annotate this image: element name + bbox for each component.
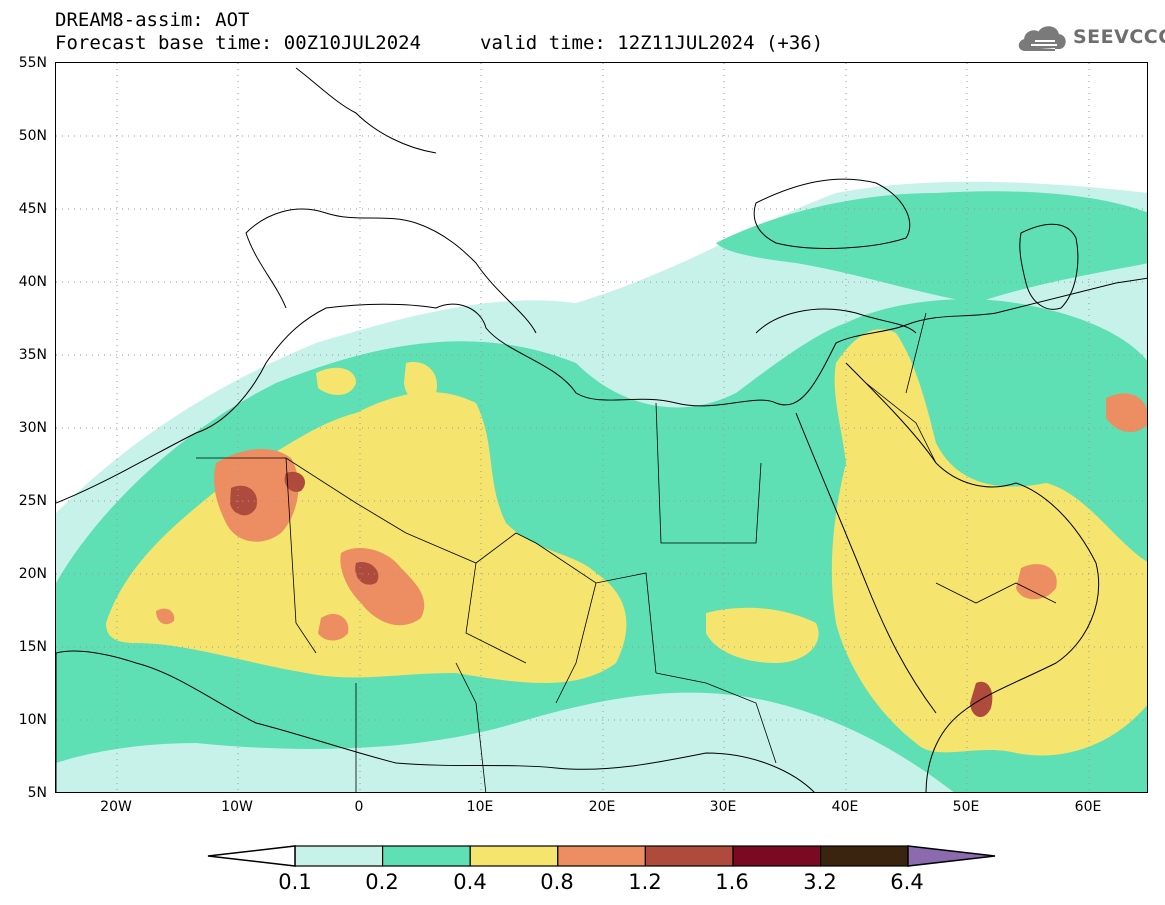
lon-label-20w: 20W bbox=[100, 799, 132, 815]
colorbar-box-1 bbox=[382, 845, 471, 867]
lon-label-40e: 40E bbox=[831, 799, 859, 815]
colorbar-box-5 bbox=[732, 845, 822, 867]
colorbar-label-2: 0.4 bbox=[453, 870, 487, 894]
colorbar-box-2 bbox=[469, 845, 559, 867]
colorbar-left-arrow bbox=[207, 845, 296, 867]
lat-label-10n: 10N bbox=[18, 712, 47, 728]
lon-label-20e: 20E bbox=[588, 799, 616, 815]
cloud-icon bbox=[1018, 26, 1066, 51]
aot-map bbox=[55, 62, 1148, 793]
lat-label-50n: 50N bbox=[18, 128, 47, 144]
lat-label-25n: 25N bbox=[18, 493, 47, 509]
logo-text: SEEVCCC bbox=[1073, 26, 1165, 48]
graticule bbox=[56, 63, 1147, 792]
country-borders bbox=[196, 312, 1057, 792]
lat-label-30n: 30N bbox=[18, 420, 47, 436]
colorbar-label-0: 0.1 bbox=[278, 870, 312, 894]
lon-label-0: 0 bbox=[354, 799, 364, 815]
lat-label-55n: 55N bbox=[18, 55, 47, 71]
map-title: DREAM8-assim: AOT bbox=[55, 9, 250, 31]
lon-label-10w: 10W bbox=[221, 799, 253, 815]
colorbar-label-3: 0.8 bbox=[540, 870, 574, 894]
lat-label-20n: 20N bbox=[18, 566, 47, 582]
colorbar-label-5: 1.6 bbox=[715, 870, 749, 894]
colorbar-box-0 bbox=[294, 845, 384, 867]
lon-label-60e: 60E bbox=[1074, 799, 1102, 815]
forecast-base-time: Forecast base time: 00Z10JUL2024 bbox=[55, 32, 422, 54]
lon-label-10e: 10E bbox=[466, 799, 494, 815]
colorbar-right-arrow bbox=[907, 845, 996, 867]
lat-label-5n: 5N bbox=[27, 785, 47, 801]
colorbar-label-6: 3.2 bbox=[803, 870, 837, 894]
colorbar-box-6 bbox=[819, 845, 909, 867]
colorbar-box-3 bbox=[557, 845, 646, 867]
coastlines bbox=[56, 67, 1147, 792]
lat-label-40n: 40N bbox=[18, 274, 47, 290]
seevccc-logo: SEEVCCC bbox=[1017, 22, 1165, 56]
aot-field-0.4 bbox=[106, 329, 1147, 756]
colorbar-label-7: 6.4 bbox=[890, 870, 924, 894]
lat-label-15n: 15N bbox=[18, 639, 47, 655]
colorbar-label-4: 1.2 bbox=[628, 870, 662, 894]
lon-label-30e: 30E bbox=[709, 799, 737, 815]
lat-label-45n: 45N bbox=[18, 201, 47, 217]
valid-time: valid time: 12Z11JUL2024 (+36) bbox=[480, 32, 824, 54]
colorbar-box-4 bbox=[644, 845, 734, 867]
aot-map-canvas bbox=[56, 63, 1147, 792]
colorbar bbox=[207, 845, 996, 867]
lat-label-35n: 35N bbox=[18, 347, 47, 363]
lon-label-50e: 50E bbox=[952, 799, 980, 815]
colorbar-label-1: 0.2 bbox=[365, 870, 399, 894]
